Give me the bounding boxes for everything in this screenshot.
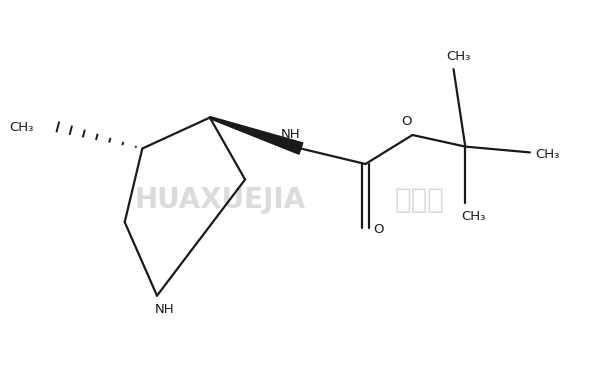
Text: O: O [401, 115, 412, 128]
Text: CH₃: CH₃ [9, 121, 34, 134]
Text: CH₃: CH₃ [536, 148, 560, 161]
Text: CH₃: CH₃ [461, 210, 486, 223]
Text: O: O [373, 223, 384, 236]
Text: NH: NH [281, 128, 301, 141]
Text: HUAXUEJIA: HUAXUEJIA [135, 186, 306, 214]
Text: CH₃: CH₃ [447, 50, 471, 63]
Text: 化学加: 化学加 [395, 186, 444, 214]
Polygon shape [209, 117, 303, 154]
Text: NH: NH [155, 303, 175, 316]
